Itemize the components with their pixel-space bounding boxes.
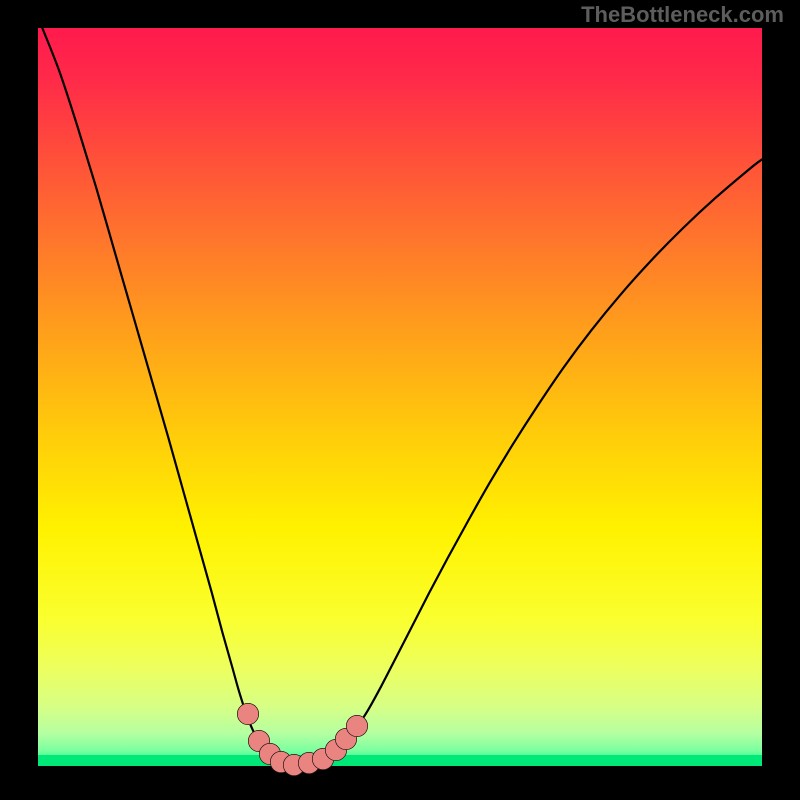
plot-area xyxy=(38,28,762,766)
v-curve xyxy=(42,28,762,766)
data-marker xyxy=(346,715,368,737)
watermark-label: TheBottleneck.com xyxy=(581,2,784,28)
curve-layer xyxy=(38,28,762,766)
data-marker xyxy=(237,703,259,725)
ground-band xyxy=(38,755,762,766)
chart-frame: TheBottleneck.com xyxy=(0,0,800,800)
